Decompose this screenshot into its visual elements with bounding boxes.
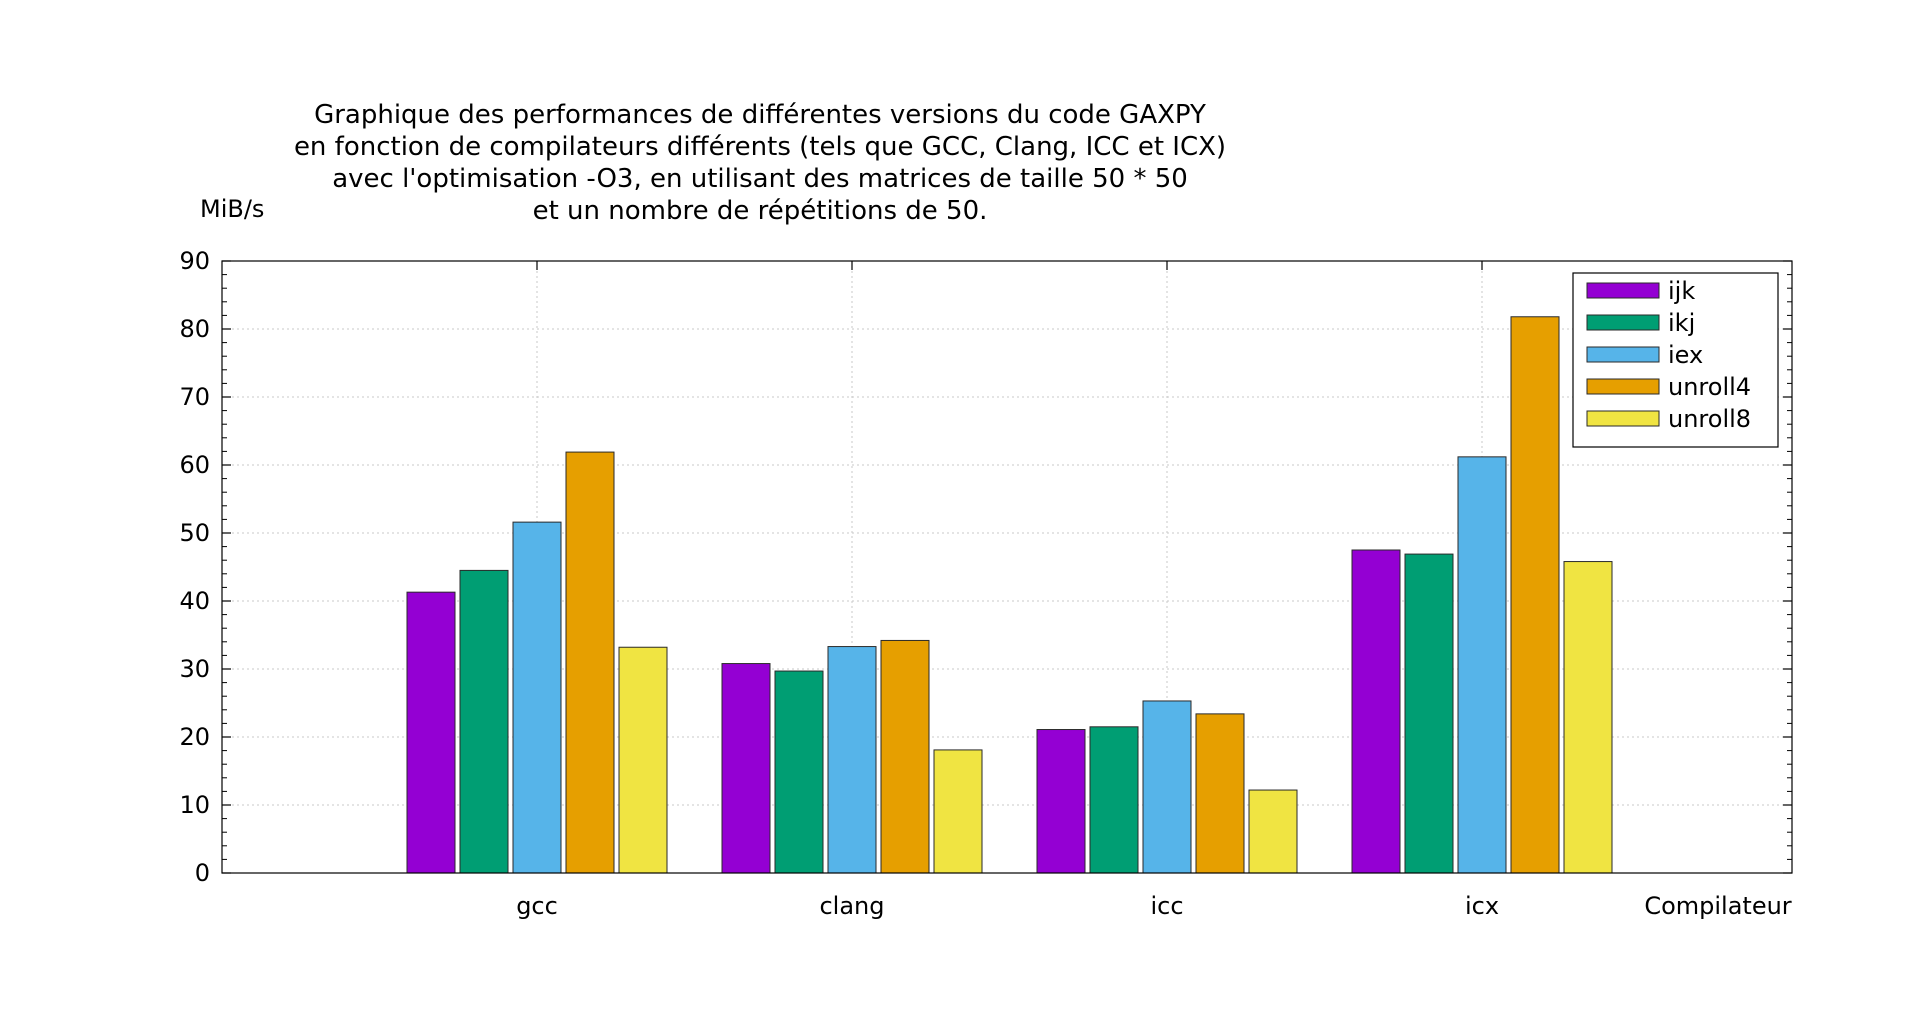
tick-labels: 0 10 20 30 40 50 60 70 80 90 gcc clang icc icx (179, 247, 1499, 920)
bar-ikj-clang (774, 670, 824, 874)
title-line: en fonction de compilateurs différents (… (294, 132, 1226, 162)
title-line: et un nombre de répétitions de 50. (533, 196, 988, 226)
bar-unroll8-clang (933, 749, 983, 874)
y-tick-label: 30 (179, 655, 210, 683)
bars (406, 316, 1613, 874)
axes (221, 260, 1793, 874)
bar-unroll4-clang (880, 639, 930, 874)
y-axis-label: MiB/s (200, 195, 264, 223)
x-tick-label: icc (1150, 892, 1183, 920)
y-tick-label: 0 (195, 859, 210, 887)
bar-ijk-gcc (406, 591, 456, 874)
plot-frame (221, 260, 1793, 874)
x-tick-label: gcc (516, 892, 558, 920)
legend-swatch-iex (1586, 346, 1660, 363)
legend-label-iex: iex (1668, 341, 1703, 369)
bar-ikj-gcc (459, 569, 509, 874)
bar-ijk-clang (721, 663, 771, 874)
bar-iex-icx (1457, 456, 1507, 874)
bar-iex-gcc (512, 521, 562, 874)
chart-title: Graphique des performances de différente… (294, 100, 1226, 226)
y-tick-label: 90 (179, 247, 210, 275)
legend-swatch-ijk (1586, 282, 1660, 299)
title-line: avec l'optimisation -O3, en utilisant de… (332, 164, 1188, 194)
title-line: Graphique des performances de différente… (314, 100, 1206, 130)
legend-swatch-unroll8 (1586, 410, 1660, 427)
bar-ijk-icx (1351, 549, 1401, 874)
bar-unroll8-gcc (618, 646, 668, 874)
y-tick-label: 60 (179, 451, 210, 479)
y-tick-label: 80 (179, 315, 210, 343)
y-tick-label: 20 (179, 723, 210, 751)
bar-ikj-icx (1404, 553, 1454, 874)
y-tick-label: 50 (179, 519, 210, 547)
y-tick-label: 40 (179, 587, 210, 615)
legend-swatch-unroll4 (1586, 378, 1660, 395)
bar-unroll4-icc (1195, 713, 1245, 874)
x-axis-label: Compilateur (1644, 892, 1791, 920)
legend-swatch-ikj (1586, 314, 1660, 331)
bar-ijk-icc (1036, 729, 1086, 874)
x-tick-label: icx (1465, 892, 1499, 920)
bar-ikj-icc (1089, 726, 1139, 874)
y-tick-label: 10 (179, 791, 210, 819)
legend-label-ikj: ikj (1668, 309, 1695, 337)
bar-unroll4-gcc (565, 451, 615, 874)
bar-unroll8-icc (1248, 789, 1298, 874)
legend: ijk ikj iex unroll4 unroll8 (1572, 272, 1779, 448)
legend-label-ijk: ijk (1668, 277, 1695, 305)
x-tick-label: clang (819, 892, 884, 920)
y-tick-label: 70 (179, 383, 210, 411)
bar-iex-icc (1142, 700, 1192, 874)
legend-label-unroll8: unroll8 (1668, 405, 1751, 433)
legend-label-unroll4: unroll4 (1668, 373, 1751, 401)
bar-iex-clang (827, 646, 877, 874)
bar-unroll4-icx (1510, 316, 1560, 874)
bar-unroll8-icx (1563, 561, 1613, 874)
